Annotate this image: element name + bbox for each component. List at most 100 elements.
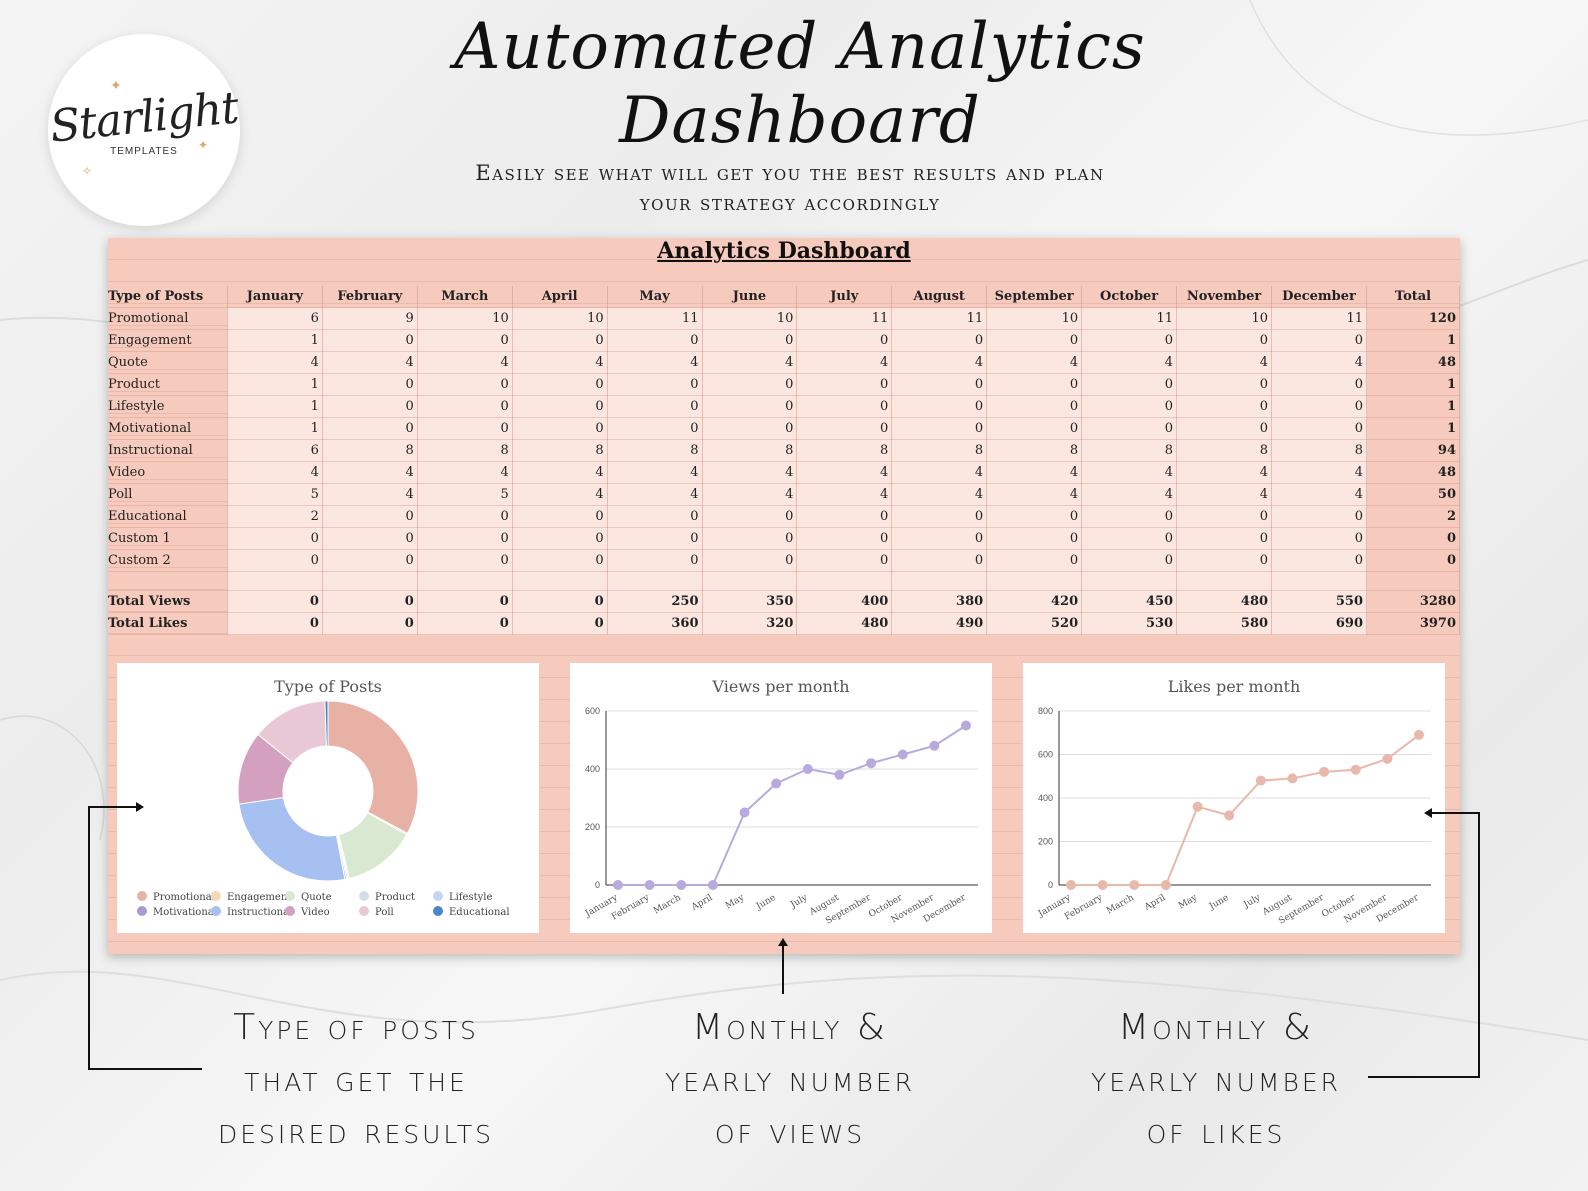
table-cell[interactable]: 0 [322,505,418,528]
table-cell[interactable]: 4 [607,483,703,506]
table-cell[interactable]: 0 [1176,505,1273,528]
table-cell[interactable]: 0 [512,505,608,528]
table-cell[interactable]: 0 [227,612,323,635]
data-point[interactable] [1414,729,1424,740]
table-cell[interactable]: 4 [1081,483,1178,506]
table-cell[interactable]: 530 [1081,612,1178,635]
table-cell[interactable]: 0 [1271,373,1368,396]
table-cell[interactable]: 1 [227,373,323,396]
table-cell[interactable]: 0 [1081,549,1178,572]
table-cell[interactable]: 4 [227,351,323,374]
table-cell[interactable]: 4 [1176,351,1273,374]
table-cell[interactable]: 0 [512,527,608,550]
table-cell[interactable]: 0 [702,395,798,418]
data-point[interactable] [929,740,940,751]
table-cell[interactable]: 4 [512,461,608,484]
table-cell[interactable]: 4 [1081,351,1178,374]
table-cell[interactable]: 0 [607,527,703,550]
legend-item[interactable]: Promotional [137,891,215,903]
table-cell[interactable]: 8 [1176,439,1273,462]
table-cell[interactable]: 8 [512,439,608,462]
legend-item[interactable]: Product [359,891,433,903]
data-point[interactable] [739,807,750,818]
table-cell[interactable]: 0 [417,527,513,550]
table-cell[interactable]: 0 [1176,395,1273,418]
table-cell[interactable]: 0 [796,329,893,352]
legend-item[interactable]: Lifestyle [433,891,507,903]
table-cell[interactable]: 0 [796,527,893,550]
table-cell[interactable]: 4 [417,461,513,484]
data-point[interactable] [1160,880,1171,890]
table-cell[interactable]: 450 [1081,590,1178,613]
data-point[interactable] [1192,801,1203,812]
table-cell[interactable]: 0 [891,395,988,418]
table-cell[interactable]: 8 [322,439,418,462]
table-cell[interactable]: 0 [512,395,608,418]
table-cell[interactable]: 0 [796,395,893,418]
table-cell[interactable]: 0 [322,527,418,550]
table-cell[interactable]: 4 [702,351,798,374]
table-cell[interactable]: 0 [417,395,513,418]
table-cell[interactable]: 0 [702,417,798,440]
table-cell[interactable]: 550 [1271,590,1368,613]
table-cell[interactable]: 0 [986,417,1083,440]
table-cell[interactable]: 0 [1271,395,1368,418]
data-point[interactable] [1319,766,1330,777]
table-cell[interactable]: 0 [1271,549,1368,572]
table-cell[interactable]: 0 [1176,549,1273,572]
table-cell[interactable]: 0 [796,549,893,572]
table-cell[interactable]: 10 [512,307,608,330]
table-cell[interactable]: 9 [322,307,418,330]
pie-slice-promotional[interactable] [327,700,419,834]
table-cell[interactable]: 0 [227,590,323,613]
table-cell[interactable]: 0 [512,612,608,635]
table-cell[interactable]: 0 [417,549,513,572]
table-cell[interactable]: 4 [607,461,703,484]
table-cell[interactable]: 0 [417,590,513,613]
table-cell[interactable]: 4 [417,351,513,374]
table-cell[interactable]: 0 [1176,373,1273,396]
table-cell[interactable]: 4 [1271,461,1368,484]
table-cell[interactable]: 4 [986,461,1083,484]
table-cell[interactable]: 4 [1081,461,1178,484]
table-cell[interactable]: 0 [891,373,988,396]
table-cell[interactable]: 1 [227,395,323,418]
table-cell[interactable]: 360 [607,612,703,635]
table-cell[interactable]: 8 [986,439,1083,462]
data-point[interactable] [1255,775,1266,786]
table-cell[interactable]: 0 [607,549,703,572]
table-cell[interactable]: 0 [607,373,703,396]
table-cell[interactable]: 4 [891,461,988,484]
table-cell[interactable]: 6 [227,307,323,330]
table-cell[interactable]: 0 [417,505,513,528]
table-cell[interactable]: 0 [322,549,418,572]
table-cell[interactable]: 0 [417,373,513,396]
data-point[interactable] [866,758,877,769]
table-cell[interactable]: 10 [1176,307,1273,330]
legend-item[interactable]: Motivational [137,906,217,918]
table-cell[interactable]: 11 [1081,307,1178,330]
table-cell[interactable]: 0 [322,395,418,418]
data-point[interactable] [802,764,813,774]
table-cell[interactable]: 11 [796,307,893,330]
table-cell[interactable]: 0 [986,527,1083,550]
table-cell[interactable]: 4 [891,483,988,506]
table-cell[interactable]: 4 [322,483,418,506]
table-cell[interactable]: 0 [607,395,703,418]
table-cell[interactable]: 0 [796,505,893,528]
table-cell[interactable]: 380 [891,590,988,613]
table-cell[interactable]: 0 [322,612,418,635]
table-cell[interactable]: 4 [796,461,893,484]
table-cell[interactable]: 0 [1176,329,1273,352]
table-cell[interactable]: 580 [1176,612,1273,635]
table-cell[interactable]: 0 [702,329,798,352]
table-cell[interactable]: 520 [986,612,1083,635]
table-cell[interactable]: 1 [227,417,323,440]
table-cell[interactable]: 11 [607,307,703,330]
table-cell[interactable]: 0 [1271,527,1368,550]
table-cell[interactable]: 5 [227,483,323,506]
table-cell[interactable]: 8 [796,439,893,462]
table-cell[interactable]: 0 [891,505,988,528]
table-cell[interactable]: 0 [322,417,418,440]
table-cell[interactable]: 4 [986,351,1083,374]
